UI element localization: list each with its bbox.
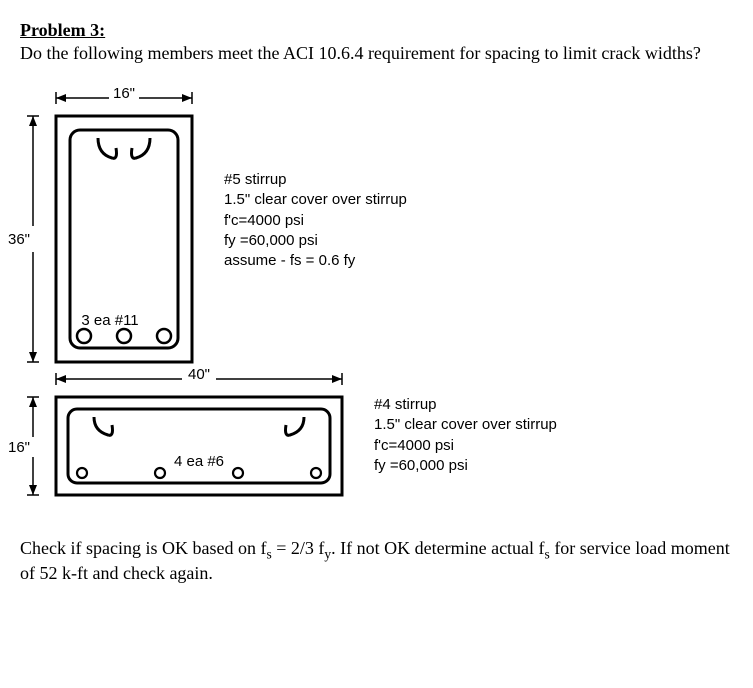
beam1-row: 36" 16" bbox=[20, 82, 733, 381]
beam1-spec-fy: fy =60,000 psi bbox=[224, 231, 407, 251]
beam1-rebar-label-outside: 3 ea #11 bbox=[81, 312, 138, 329]
beam2-vdim-label: 16" bbox=[8, 439, 30, 456]
beam1-with-topdim: 16" 3 ea #11 bbox=[54, 82, 194, 381]
beam1-spec-stirrup: #5 stirrup bbox=[224, 170, 407, 190]
beam2-specs: #4 stirrup 1.5" clear cover over stirrup… bbox=[374, 395, 557, 476]
beam1-specs: #5 stirrup 1.5" clear cover over stirrup… bbox=[224, 170, 407, 271]
beam1-hdim: 16" bbox=[54, 82, 194, 114]
bottom-note: Check if spacing is OK based on fs = 2/3… bbox=[20, 538, 733, 584]
beam2-spec-cover: 1.5" clear cover over stirrup bbox=[374, 415, 557, 435]
beam1-spec-fs: assume - fs = 0.6 fy bbox=[224, 251, 407, 271]
beam2-with-topdim: 40" 4 ea #6 bbox=[54, 363, 344, 514]
beam1-vdim-label: 36" bbox=[8, 231, 30, 248]
beam2-hdim-label: 40" bbox=[188, 366, 210, 383]
beam2-spec-fy: fy =60,000 psi bbox=[374, 456, 557, 476]
beam2-hdim: 40" bbox=[54, 363, 344, 395]
question-text: Do the following members meet the ACI 10… bbox=[20, 43, 733, 64]
figures-container: 36" 16" bbox=[20, 82, 733, 514]
beam1-hdim-label: 16" bbox=[113, 85, 135, 102]
beam2-rebar-label: 4 ea #6 bbox=[174, 453, 224, 470]
beam2-vdim-wrap: 16" bbox=[20, 363, 54, 497]
beam1-hdim-v-wrap: 36" bbox=[20, 82, 54, 364]
beam1-spec-cover: 1.5" clear cover over stirrup bbox=[224, 190, 407, 210]
beam2-row: 16" 40" bbox=[20, 363, 733, 514]
beam2-spec-stirrup: #4 stirrup bbox=[374, 395, 557, 415]
problem-title: Problem 3: bbox=[20, 20, 733, 41]
beam2-section bbox=[54, 395, 344, 497]
beam1-vdim: 36" bbox=[20, 114, 46, 364]
beam1-spec-fc: f'c=4000 psi bbox=[224, 211, 407, 231]
beam2-spec-fc: f'c=4000 psi bbox=[374, 436, 557, 456]
beam2-vdim: 16" bbox=[20, 395, 46, 497]
